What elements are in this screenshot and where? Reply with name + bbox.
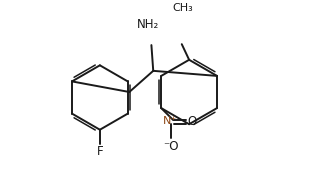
Text: N⁺: N⁺ — [163, 116, 178, 126]
Text: F: F — [97, 145, 103, 158]
Text: ⁻O: ⁻O — [163, 140, 179, 153]
Text: CH₃: CH₃ — [172, 3, 193, 13]
Text: NH₂: NH₂ — [137, 18, 159, 31]
Text: O: O — [187, 115, 197, 128]
